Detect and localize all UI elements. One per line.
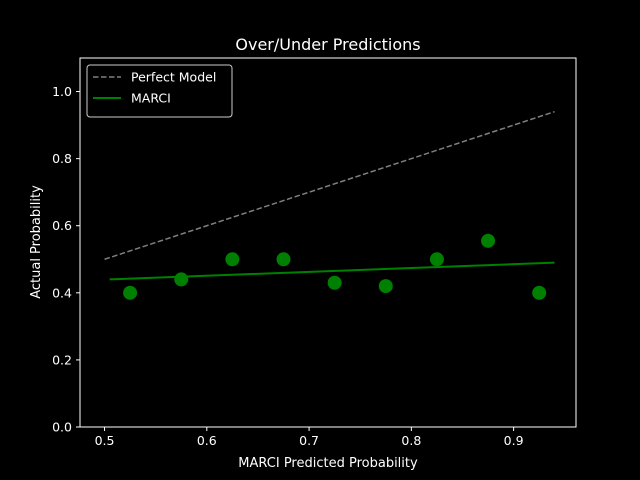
y-tick-label: 0.4 (52, 285, 72, 300)
plot-area: 0.5 0.6 0.7 0.8 0.9 0.0 0.2 0.4 0.6 0.8 1.0 (52, 57, 577, 448)
data-point (532, 285, 547, 300)
x-tick-label: 0.6 (197, 433, 217, 448)
data-point (378, 279, 393, 294)
x-tick-label: 0.7 (299, 433, 319, 448)
legend-label: MARCI (131, 91, 171, 106)
data-point (276, 252, 291, 267)
x-tick-label: 0.8 (401, 433, 421, 448)
data-point (481, 233, 496, 248)
perfect-model-line (104, 110, 555, 260)
y-tick-label: 0.8 (52, 151, 72, 166)
y-tick-label: 0.0 (52, 420, 72, 435)
y-tick-label: 0.2 (52, 352, 72, 367)
data-point (225, 252, 240, 267)
x-tick-label: 0.5 (95, 433, 115, 448)
data-point (327, 275, 342, 290)
axes-frame (79, 57, 577, 428)
data-point (123, 285, 138, 300)
data-point (174, 272, 189, 287)
y-tick-label: 0.6 (52, 218, 72, 233)
chart-title: Over/Under Predictions (235, 35, 420, 54)
y-tick-label: 1.0 (52, 84, 72, 99)
x-axis-label: MARCI Predicted Probability (238, 456, 418, 471)
legend-label: Perfect Model (131, 70, 216, 85)
legend: Perfect Model MARCI (86, 64, 233, 118)
legend-box (86, 64, 233, 118)
data-point (429, 252, 444, 267)
x-tick-label: 0.9 (504, 433, 524, 448)
y-axis-label: Actual Probability (29, 185, 44, 299)
